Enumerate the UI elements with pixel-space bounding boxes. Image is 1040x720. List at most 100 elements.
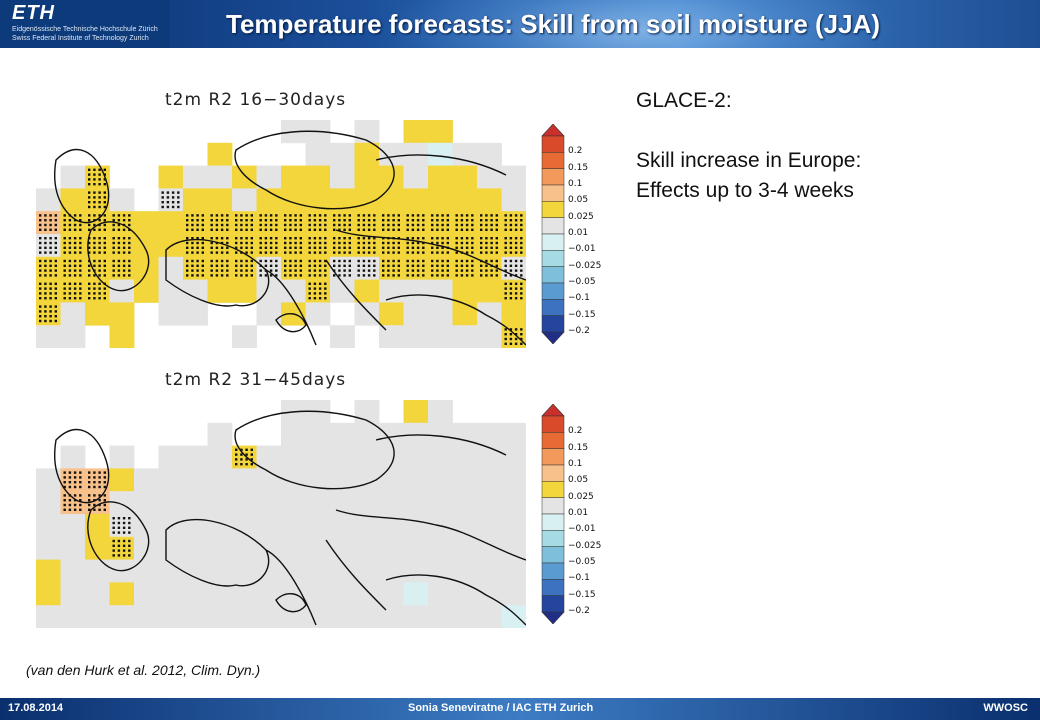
header-glow	[380, 0, 900, 48]
significance-dot	[338, 219, 341, 222]
significance-dot	[436, 251, 439, 254]
significance-dot	[161, 205, 164, 209]
significance-dot	[103, 246, 106, 249]
significance-dot	[68, 269, 72, 272]
significance-dot	[226, 219, 229, 222]
significance-dot	[318, 282, 322, 285]
significance-dot	[93, 494, 96, 497]
significance-dot	[122, 241, 126, 245]
significance-dot	[93, 201, 96, 204]
significance-dot	[63, 499, 66, 502]
significance-dot	[441, 259, 444, 263]
colorbar-swatch	[541, 152, 565, 169]
significance-dot	[103, 183, 106, 186]
significance-dot	[44, 282, 47, 285]
significance-dot	[504, 264, 507, 267]
significance-dot	[186, 237, 189, 240]
colorbar-top-arrow	[541, 404, 565, 417]
significance-dot	[68, 228, 72, 231]
significance-dot	[308, 274, 311, 277]
significance-dot	[308, 264, 311, 267]
significance-dot	[250, 448, 253, 451]
significance-dot	[382, 251, 385, 254]
colorbar-swatch	[541, 250, 565, 267]
significance-dot	[422, 269, 425, 272]
significance-dot	[275, 264, 278, 267]
grid-cell	[60, 188, 86, 212]
significance-dot	[441, 237, 444, 240]
grid-cell	[428, 211, 453, 235]
significance-dot	[39, 297, 42, 300]
significance-dot	[93, 481, 96, 484]
significance-dot	[343, 219, 346, 222]
significance-dot	[88, 481, 91, 484]
significance-dot	[514, 297, 518, 300]
significance-dot	[186, 228, 189, 231]
logo-subtitle-en: Swiss Federal Institute of Technology Zu…	[12, 35, 149, 42]
significance-dot	[455, 269, 458, 272]
significance-dot	[63, 237, 66, 240]
significance-dot	[49, 319, 52, 323]
significance-dot	[411, 228, 415, 231]
significance-dot	[348, 274, 351, 277]
significance-dot	[367, 223, 371, 227]
significance-dot	[441, 219, 444, 222]
significance-dot	[240, 259, 243, 263]
significance-dot	[318, 246, 322, 249]
significance-dot	[54, 292, 57, 295]
significance-dot	[294, 246, 297, 249]
colorbar-tick-label: 0.05	[568, 475, 589, 486]
significance-dot	[259, 228, 262, 231]
significance-dot	[373, 241, 376, 245]
significance-dot	[103, 481, 106, 484]
significance-dot	[504, 333, 507, 336]
significance-dot	[318, 228, 322, 231]
significance-dot	[520, 228, 523, 231]
significance-dot	[112, 246, 115, 249]
significance-dot	[128, 259, 131, 263]
grid-cell	[256, 582, 282, 606]
significance-dot	[397, 274, 400, 277]
significance-dot	[490, 241, 493, 245]
significance-dot	[44, 259, 47, 263]
significance-dot	[520, 259, 523, 263]
significance-dot	[259, 219, 262, 222]
significance-dot	[357, 264, 360, 267]
colorbar-tick-label: −0.05	[568, 277, 596, 287]
significance-dot	[79, 297, 82, 300]
significance-dot	[122, 517, 126, 520]
significance-dot	[122, 554, 126, 557]
significance-dot	[98, 476, 101, 479]
significance-dot	[98, 485, 101, 489]
significance-dot	[308, 292, 311, 295]
grid-cell	[403, 325, 429, 348]
significance-dot	[235, 219, 238, 222]
header-bar: ETH Eidgenössische Technische Hochschule…	[0, 0, 1040, 48]
significance-dot	[299, 269, 302, 272]
grid-cell	[207, 188, 233, 212]
significance-dot	[44, 264, 47, 267]
significance-dot	[382, 274, 385, 277]
grid-cell	[501, 536, 526, 560]
coastline	[335, 154, 526, 281]
grid-cell	[256, 165, 282, 189]
grid-cell	[134, 491, 159, 515]
significance-dot	[471, 241, 474, 245]
significance-dot	[392, 269, 395, 272]
significance-dot	[269, 274, 273, 277]
significance-dot	[495, 274, 498, 277]
significance-dot	[201, 241, 204, 245]
grid-cell	[428, 188, 453, 212]
significance-dot	[39, 228, 42, 231]
significance-dot	[446, 237, 449, 240]
significance-dot	[382, 246, 385, 249]
significance-dot	[299, 274, 302, 277]
significance-dot	[308, 246, 311, 249]
colorbar-swatch	[541, 562, 565, 580]
grid-cell	[134, 605, 159, 628]
significance-dot	[485, 259, 488, 263]
significance-dot	[324, 259, 327, 263]
significance-dot	[343, 223, 346, 227]
grid-cell	[281, 445, 306, 469]
significance-dot	[520, 223, 523, 227]
